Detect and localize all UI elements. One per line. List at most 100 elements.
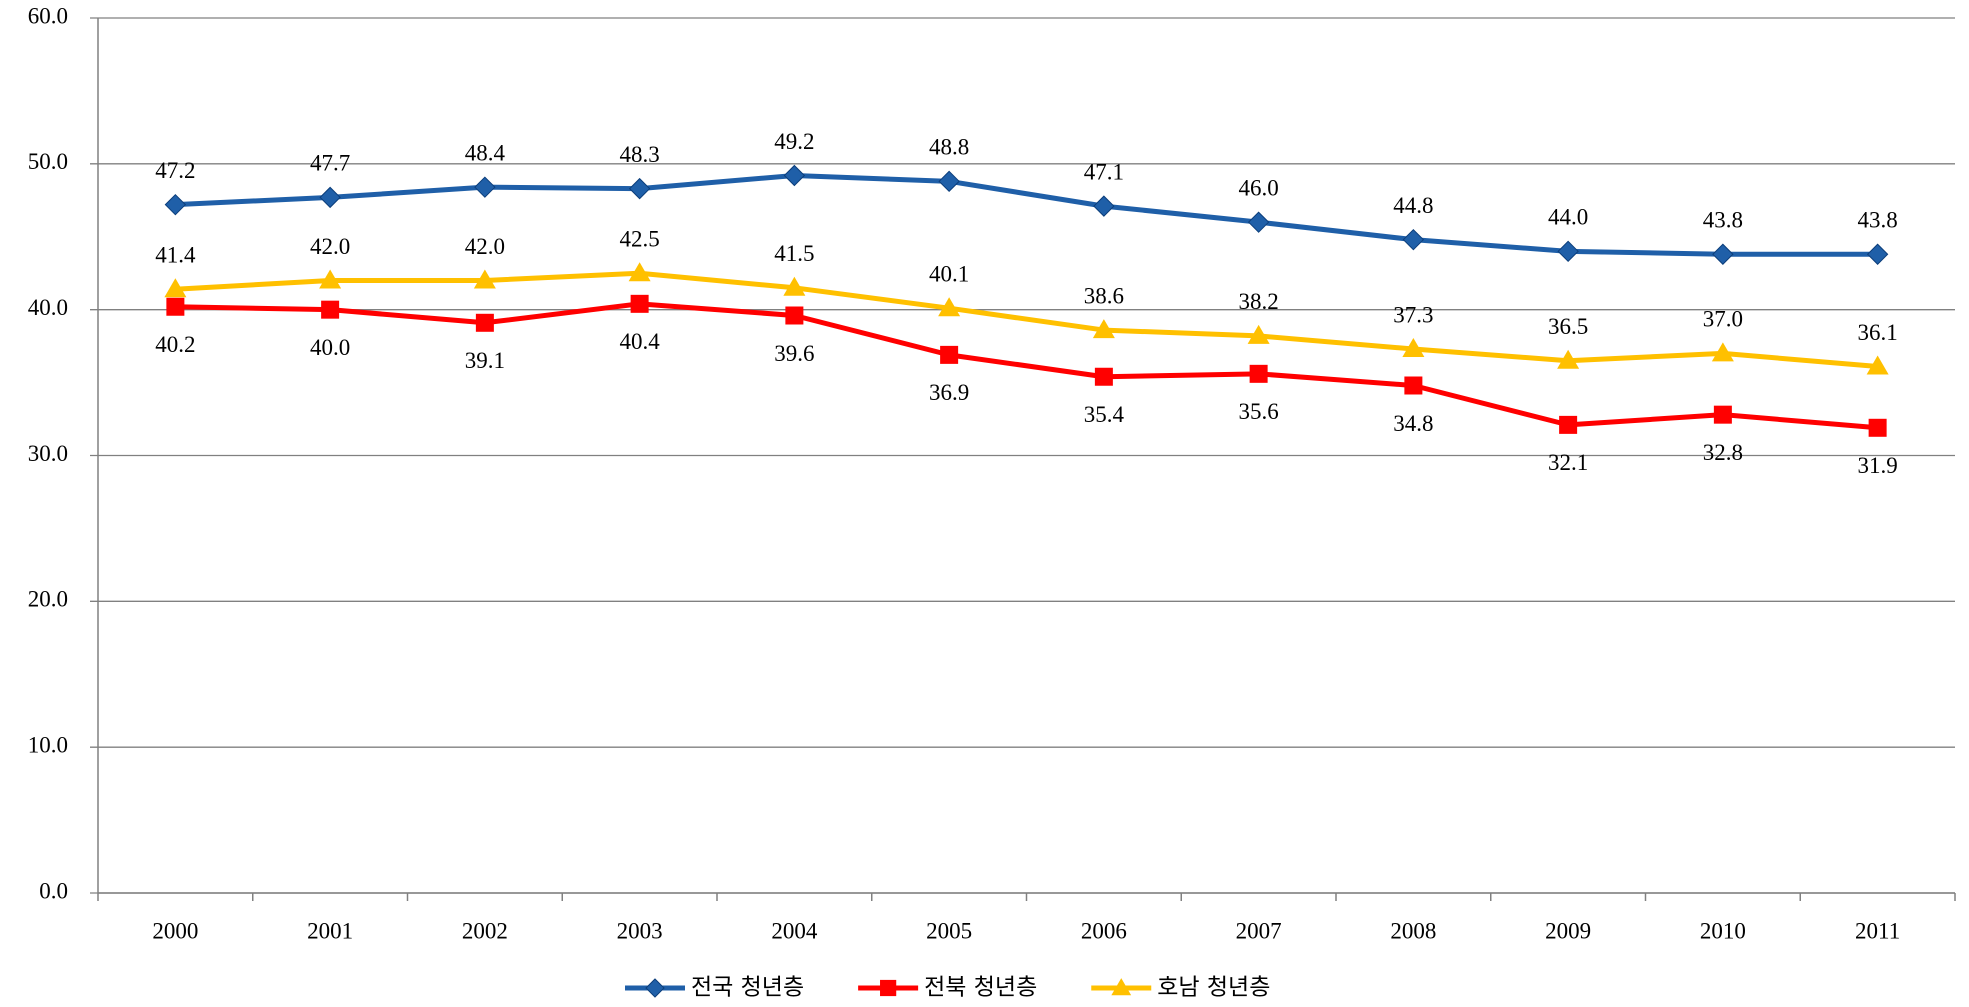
data-label: 35.6	[1239, 399, 1279, 424]
x-tick-label: 2008	[1390, 918, 1436, 943]
marker	[1559, 415, 1578, 434]
marker	[1713, 405, 1732, 424]
marker	[1093, 195, 1115, 217]
y-tick-label: 50.0	[28, 149, 68, 174]
y-tick-label: 10.0	[28, 732, 68, 757]
marker	[164, 193, 187, 216]
marker	[1402, 228, 1425, 251]
legend-label: 호남 청년층	[1157, 975, 1270, 1001]
data-label: 42.0	[310, 234, 350, 259]
marker	[1711, 342, 1734, 362]
data-label: 39.1	[465, 348, 505, 373]
data-label: 31.9	[1858, 453, 1898, 478]
marker	[1247, 211, 1270, 233]
marker	[783, 164, 806, 187]
data-label: 40.4	[620, 329, 661, 354]
x-tick-label: 2003	[617, 918, 663, 943]
data-label: 32.8	[1703, 440, 1743, 465]
series-line	[175, 173, 1878, 257]
legend-label: 전북 청년층	[924, 975, 1037, 1001]
marker	[1557, 240, 1579, 263]
marker	[630, 294, 649, 313]
data-label: 36.5	[1548, 314, 1588, 339]
data-label: 42.5	[620, 226, 660, 251]
x-tick-label: 2005	[926, 918, 972, 943]
marker	[164, 278, 187, 298]
data-label: 44.8	[1393, 193, 1433, 218]
x-tick-label: 2010	[1700, 918, 1746, 943]
marker	[785, 306, 804, 325]
marker	[940, 345, 959, 364]
marker	[880, 979, 897, 997]
data-label: 36.1	[1858, 320, 1898, 345]
marker	[1404, 376, 1423, 395]
x-tick-label: 2000	[152, 918, 198, 943]
x-tick-label: 2006	[1081, 918, 1127, 943]
y-tick-label: 40.0	[28, 295, 68, 320]
legend-label: 전국 청년층	[691, 975, 804, 1001]
marker	[645, 978, 665, 998]
x-tick-label: 2004	[771, 918, 818, 943]
y-tick-label: 60.0	[28, 3, 68, 28]
y-tick-label: 30.0	[28, 441, 68, 466]
data-label: 42.0	[465, 234, 505, 259]
marker	[1557, 349, 1580, 369]
marker	[938, 297, 961, 317]
x-tick-label: 2007	[1236, 918, 1282, 943]
data-label: 38.6	[1084, 283, 1124, 308]
data-label: 43.8	[1858, 208, 1898, 233]
marker	[1868, 418, 1887, 437]
marker	[628, 262, 651, 282]
data-label: 47.1	[1084, 159, 1124, 184]
data-label: 37.3	[1393, 302, 1433, 327]
marker	[474, 176, 496, 198]
data-label: 36.9	[929, 380, 969, 405]
marker	[321, 300, 340, 319]
data-label: 47.7	[310, 151, 350, 176]
data-label: 34.8	[1393, 411, 1433, 436]
marker	[1111, 978, 1132, 996]
marker	[628, 177, 651, 200]
marker	[1866, 243, 1889, 265]
data-label: 44.0	[1548, 205, 1588, 230]
data-label: 40.0	[310, 335, 350, 360]
marker	[1249, 364, 1268, 383]
data-label: 48.8	[929, 135, 969, 160]
data-label: 37.0	[1703, 307, 1743, 332]
marker	[166, 297, 185, 316]
marker	[1402, 338, 1425, 358]
x-tick-label: 2011	[1855, 918, 1900, 943]
data-label: 41.5	[774, 241, 814, 266]
x-tick-label: 2002	[462, 918, 508, 943]
marker	[475, 313, 494, 332]
data-label: 48.3	[620, 142, 660, 167]
data-label: 48.4	[465, 140, 506, 165]
marker	[1092, 319, 1115, 339]
marker	[783, 276, 806, 296]
x-tick-label: 2009	[1545, 918, 1591, 943]
marker	[1866, 355, 1889, 375]
marker	[473, 269, 496, 289]
data-label: 41.4	[155, 243, 196, 268]
x-tick-label: 2001	[307, 918, 353, 943]
y-tick-label: 20.0	[28, 587, 68, 612]
data-label: 47.2	[155, 158, 195, 183]
data-label: 38.2	[1239, 289, 1279, 314]
data-label: 46.0	[1239, 175, 1279, 200]
marker	[319, 269, 342, 289]
data-label: 43.8	[1703, 208, 1743, 233]
series-line	[175, 270, 1878, 370]
data-label: 39.6	[774, 341, 814, 366]
marker	[938, 170, 960, 193]
data-label: 49.2	[774, 129, 814, 154]
data-label: 40.2	[155, 332, 195, 357]
marker	[1247, 324, 1270, 344]
y-tick-label: 0.0	[39, 878, 68, 903]
series-line	[175, 301, 1878, 431]
data-label: 32.1	[1548, 450, 1588, 475]
marker	[1094, 367, 1113, 386]
data-label: 40.1	[929, 261, 969, 286]
marker	[319, 186, 341, 209]
marker	[1712, 243, 1734, 265]
